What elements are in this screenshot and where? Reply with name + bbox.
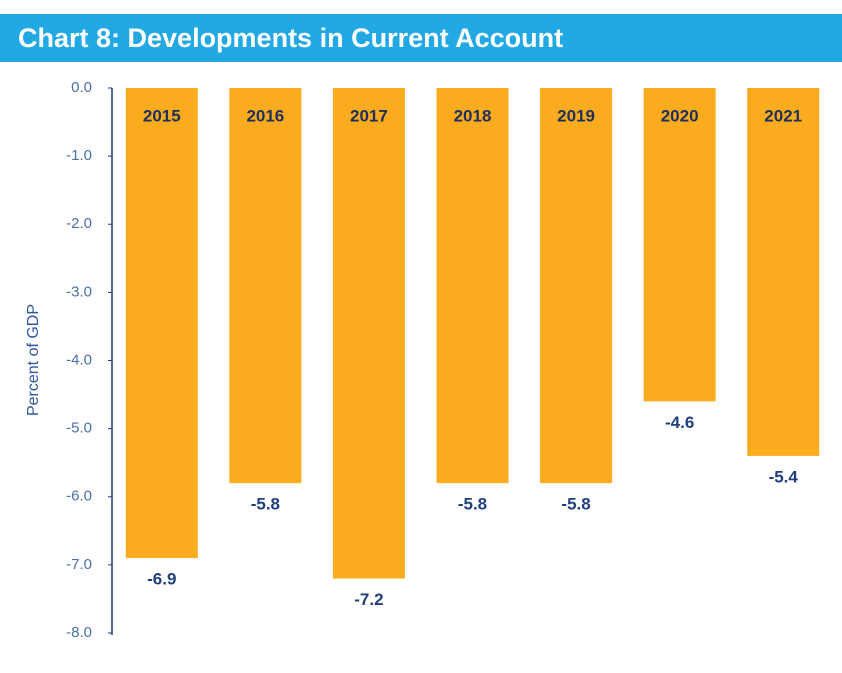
value-label: -5.8 [561, 495, 590, 514]
y-tick-label: -6.0 [66, 488, 92, 505]
x-tick-label: 2019 [557, 106, 595, 125]
x-tick-label: 2018 [454, 106, 492, 125]
y-tick-label: 0.0 [71, 79, 92, 96]
y-tick-label: -7.0 [66, 556, 92, 573]
bar [332, 88, 405, 579]
bar [436, 88, 509, 484]
value-label: -6.9 [147, 570, 176, 589]
value-label: -7.2 [354, 590, 383, 609]
x-tick-label: 2016 [246, 106, 284, 125]
bar [540, 88, 613, 484]
bar [229, 88, 302, 484]
x-tick-label: 2015 [143, 106, 181, 125]
y-tick-label: -1.0 [66, 147, 92, 164]
y-tick-label: -8.0 [66, 624, 92, 641]
x-tick-label: 2020 [661, 106, 699, 125]
value-label: -5.4 [769, 467, 799, 486]
y-tick-label: -2.0 [66, 215, 92, 232]
x-tick-label: 2017 [350, 106, 388, 125]
y-tick-label: -5.0 [66, 420, 92, 437]
y-axis-label: Percent of GDP [25, 304, 42, 416]
value-label: -5.8 [251, 495, 280, 514]
title-bar [0, 14, 842, 62]
y-tick-label: -3.0 [66, 283, 92, 300]
x-tick-label: 2021 [764, 106, 802, 125]
y-tick-label: -4.0 [66, 351, 92, 368]
value-label: -4.6 [665, 413, 694, 432]
bar [643, 88, 716, 402]
value-label: -5.8 [458, 495, 487, 514]
bar [747, 88, 820, 456]
bar [125, 88, 198, 559]
chart-title: Chart 8: Developments in Current Account [18, 23, 563, 53]
